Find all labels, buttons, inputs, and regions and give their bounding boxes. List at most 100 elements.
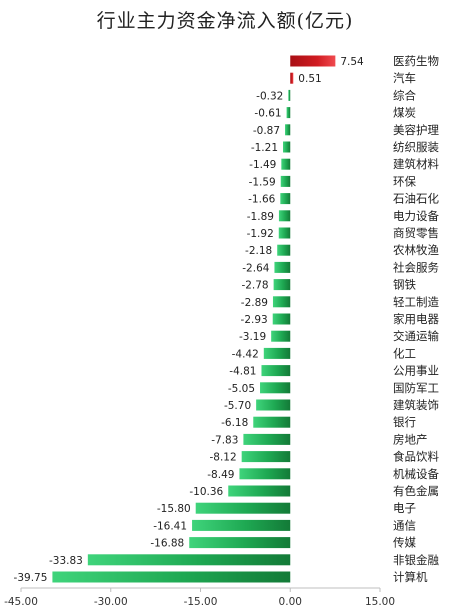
data-label: -8.12 (209, 452, 236, 464)
data-label: -2.89 (241, 297, 268, 309)
bar (271, 330, 291, 342)
data-label: -5.70 (224, 400, 251, 412)
category-label: 建筑装饰 (393, 398, 439, 412)
data-label: -1.59 (249, 176, 276, 188)
data-label: -0.32 (256, 90, 283, 102)
category-label: 纺织服装 (393, 140, 439, 154)
category-label: 煤炭 (393, 106, 416, 120)
category-label: 社会服务 (393, 260, 439, 274)
bar (280, 175, 291, 187)
data-label: -2.93 (241, 314, 268, 326)
x-tick-label: -30.00 (94, 596, 128, 608)
data-label: -16.41 (153, 520, 187, 532)
category-label: 环保 (393, 174, 416, 188)
category-label: 机械设备 (393, 467, 439, 481)
data-label: -15.80 (157, 503, 191, 515)
bar (278, 227, 291, 239)
bar (280, 193, 291, 205)
category-label: 轻工制造 (393, 295, 439, 309)
data-label: -1.49 (249, 159, 276, 171)
bar (261, 365, 291, 377)
x-tick-label: -15.00 (184, 596, 218, 608)
bar (285, 124, 291, 136)
category-label: 交通运输 (393, 329, 439, 343)
bar (241, 451, 291, 463)
bar (272, 296, 291, 308)
bar (281, 158, 291, 170)
data-label: -0.87 (253, 125, 280, 137)
bar (52, 571, 291, 583)
bar (256, 399, 291, 411)
category-label: 化工 (393, 346, 416, 360)
bar (278, 210, 291, 222)
bar (283, 141, 291, 153)
data-label: -8.49 (207, 469, 234, 481)
bar (260, 382, 291, 394)
category-label: 传媒 (393, 536, 416, 550)
category-label: 国防军工 (393, 381, 439, 395)
bar (195, 502, 291, 514)
category-label: 有色金属 (393, 484, 439, 498)
category-label: 石油石化 (393, 192, 439, 206)
x-tick-label: 15.00 (365, 596, 395, 608)
category-label: 农林牧渔 (393, 243, 439, 257)
bar (277, 244, 291, 256)
data-label: -1.89 (247, 211, 274, 223)
data-label: -1.92 (247, 228, 274, 240)
data-label: -0.61 (254, 108, 281, 120)
bar (189, 537, 291, 549)
bar (290, 55, 336, 67)
bar (239, 468, 291, 480)
data-label: -6.18 (221, 417, 248, 429)
data-label: -1.21 (251, 142, 278, 154)
data-label: -4.81 (229, 366, 256, 378)
category-label: 汽车 (393, 71, 416, 85)
data-label: -3.19 (239, 331, 266, 343)
category-label: 房地产 (393, 432, 428, 446)
bar (290, 72, 294, 84)
data-label: -10.36 (189, 486, 223, 498)
data-label: -2.78 (241, 280, 268, 292)
bar (272, 313, 291, 325)
data-label: -16.88 (150, 538, 184, 550)
bar (192, 519, 291, 531)
data-label: -39.75 (14, 572, 48, 584)
data-label: 7.54 (340, 56, 364, 68)
category-label: 钢铁 (393, 278, 416, 292)
data-label: 0.51 (298, 73, 321, 85)
category-label: 公用事业 (393, 364, 439, 378)
category-label: 医药生物 (393, 54, 439, 68)
bar (243, 433, 291, 445)
data-label: -2.64 (242, 262, 269, 274)
category-label: 商贸零售 (393, 226, 439, 240)
category-label: 综合 (393, 88, 416, 102)
data-label: -7.83 (211, 434, 238, 446)
category-label: 电力设备 (393, 209, 439, 223)
data-label: -4.42 (232, 348, 259, 360)
data-label: -5.05 (228, 383, 255, 395)
category-label: 食品饮料 (393, 450, 439, 464)
data-label: -2.18 (245, 245, 272, 257)
category-label: 家用电器 (393, 312, 439, 326)
chart-title: 行业主力资金净流入额(亿元) (96, 10, 354, 32)
category-label: 美容护理 (393, 123, 439, 137)
bar (253, 416, 291, 428)
bar (263, 347, 291, 359)
x-tick-label: -45.00 (4, 596, 38, 608)
bar (274, 261, 291, 273)
data-label: -33.83 (49, 555, 83, 567)
category-label: 通信 (393, 518, 416, 532)
bar (288, 89, 291, 101)
category-label: 银行 (393, 415, 416, 429)
bar (286, 107, 291, 119)
category-label: 计算机 (393, 570, 428, 584)
bar (228, 485, 291, 497)
x-tick-label: 0.00 (279, 596, 302, 608)
category-label: 电子 (393, 501, 416, 515)
category-label: 非银金融 (393, 553, 439, 567)
bar (273, 279, 291, 291)
bar (87, 554, 291, 566)
category-label: 建筑材料 (393, 157, 439, 171)
